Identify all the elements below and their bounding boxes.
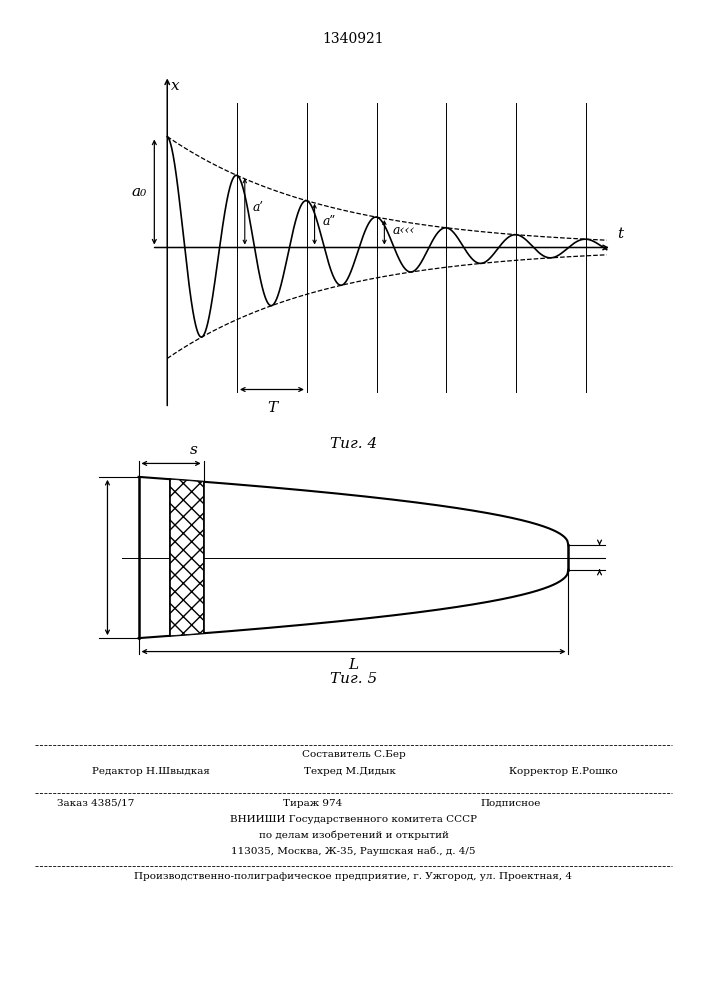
Text: Τиг. 4: Τиг. 4 <box>330 437 377 451</box>
Text: 113035, Москва, Ж-35, Раушская наб., д. 4/5: 113035, Москва, Ж-35, Раушская наб., д. … <box>231 847 476 856</box>
Text: Тираж 974: Тираж 974 <box>283 799 342 808</box>
Text: s: s <box>189 443 198 457</box>
Text: Составитель С.Бер: Составитель С.Бер <box>302 750 405 759</box>
Text: 1340921: 1340921 <box>322 32 385 46</box>
Text: Τиг. 5: Τиг. 5 <box>330 672 377 686</box>
Text: aʹ: aʹ <box>252 201 264 214</box>
Text: Техред М.Дидык: Техред М.Дидык <box>304 767 396 776</box>
Text: x: x <box>171 79 180 93</box>
Text: Корректор Е.Рошко: Корректор Е.Рошко <box>509 767 618 776</box>
Text: Подписное: Подписное <box>481 799 541 808</box>
Text: T: T <box>267 401 277 415</box>
Text: Производственно-полиграфическое предприятие, г. Ужгород, ул. Проектная, 4: Производственно-полиграфическое предприя… <box>134 872 573 881</box>
Text: aʺ: aʺ <box>322 215 336 228</box>
Text: L: L <box>349 658 358 672</box>
Text: ВНИИШИ Государственного комитета СССР: ВНИИШИ Государственного комитета СССР <box>230 815 477 824</box>
Text: a‹‹‹: a‹‹‹ <box>392 224 414 237</box>
Text: Заказ 4385/17: Заказ 4385/17 <box>57 799 134 808</box>
Text: Редактор Н.Швыдкая: Редактор Н.Швыдкая <box>92 767 210 776</box>
Polygon shape <box>170 479 204 636</box>
Text: a₀: a₀ <box>132 185 146 199</box>
Text: t: t <box>617 227 623 241</box>
Text: по делам изобретений и открытий: по делам изобретений и открытий <box>259 831 448 840</box>
